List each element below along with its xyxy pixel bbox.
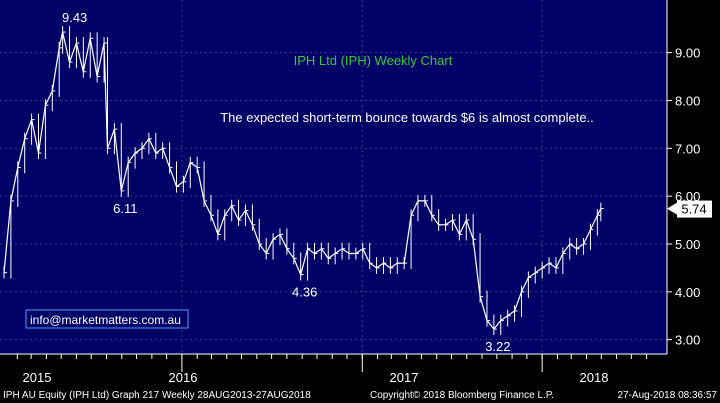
x-tick-label: 2018 <box>580 370 609 385</box>
footer-bar: IPH AU Equity (IPH Ltd) Graph 217 Weekly… <box>0 386 720 403</box>
x-axis-band <box>0 354 720 386</box>
chart-subtitle: The expected short-term bounce towards $… <box>220 110 594 125</box>
badge-pointer <box>667 202 677 215</box>
footer-security-info: IPH AU Equity (IPH Ltd) Graph 217 Weekly… <box>3 390 311 401</box>
x-axis: 2015 2016 2017 2018 <box>0 353 720 386</box>
last-value-label: 5.74 <box>681 202 706 217</box>
x-tick-label: 2016 <box>169 370 198 385</box>
extreme-value-label: 9.43 <box>62 10 87 25</box>
footer-copyright: Copyright© 2018 Bloomberg Finance L.P. <box>370 390 554 401</box>
x-tick-label: 2017 <box>390 370 419 385</box>
annotations: 9.43 6.11 4.36 3.22 <box>62 10 511 354</box>
footer-timestamp: 27-Aug-2018 08:36:57 <box>617 390 717 401</box>
y-tick-label: 9.00 <box>675 46 700 61</box>
plot-area <box>0 0 667 354</box>
y-tick-label: 3.00 <box>675 333 700 348</box>
price-series <box>3 26 604 336</box>
gridlines <box>0 0 667 354</box>
last-value-badge: 5.74 <box>667 200 712 218</box>
extreme-value-label: 3.22 <box>485 339 510 354</box>
y-tick-label: 6.00 <box>675 189 700 204</box>
y-tick-label: 4.00 <box>675 285 700 300</box>
email-box[interactable]: info@marketmatters.com.au <box>25 309 189 329</box>
x-tick-label: 2015 <box>23 370 52 385</box>
y-tick-label: 7.00 <box>675 141 700 156</box>
chart-title: IPH Ltd (IPH) Weekly Chart <box>294 53 453 68</box>
email-link[interactable]: info@marketmatters.com.au <box>30 313 181 327</box>
y-tick-label: 5.00 <box>675 237 700 252</box>
y-tick-label: 8.00 <box>675 93 700 108</box>
extreme-value-label: 4.36 <box>292 285 317 300</box>
y-axis: 3.00 4.00 5.00 6.00 7.00 8.00 9.00 <box>666 0 700 354</box>
extreme-value-label: 6.11 <box>113 201 137 216</box>
